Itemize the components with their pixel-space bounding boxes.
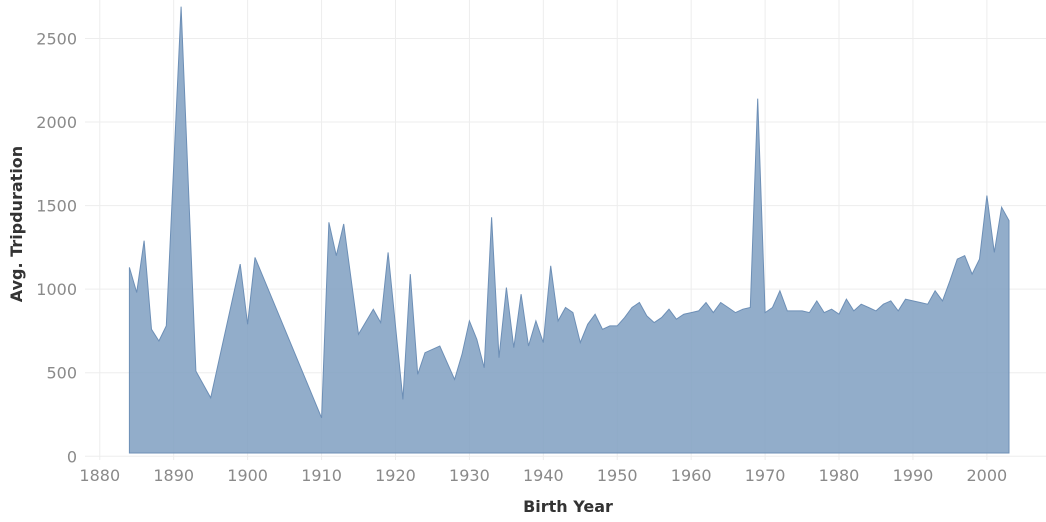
x-tick-label: 2000 <box>967 466 1008 485</box>
y-tick-label: 1500 <box>36 197 77 216</box>
x-tick-label: 1940 <box>523 466 564 485</box>
x-tick-label: 1950 <box>597 466 638 485</box>
y-tick-label: 0 <box>67 447 77 466</box>
x-tick-label: 1980 <box>819 466 860 485</box>
y-tick-label: 500 <box>46 364 77 383</box>
area-series <box>128 6 1010 454</box>
x-tick-label: 1930 <box>449 466 490 485</box>
y-axis-ticks: 0 500 1000 1500 2000 2500 <box>36 29 77 466</box>
y-tick-label: 2000 <box>36 113 77 132</box>
x-tick-label: 1990 <box>893 466 934 485</box>
y-tick-label: 1000 <box>36 280 77 299</box>
x-tick-label: 1910 <box>301 466 342 485</box>
y-tick-label: 2500 <box>36 29 77 48</box>
x-tick-label: 1900 <box>227 466 268 485</box>
y-axis-title: Avg. Tripduration <box>7 146 26 302</box>
x-axis-title: Birth Year <box>523 497 613 516</box>
x-tick-label: 1970 <box>745 466 786 485</box>
x-tick-label: 1920 <box>375 466 416 485</box>
area-fill <box>128 6 1010 454</box>
x-tick-label: 1960 <box>671 466 712 485</box>
x-axis-ticks: 1880 1890 1900 1910 1920 1930 1940 1950 1960 1970… <box>79 466 1007 485</box>
x-tick-label: 1890 <box>153 466 194 485</box>
x-tick-label: 1880 <box>79 466 120 485</box>
